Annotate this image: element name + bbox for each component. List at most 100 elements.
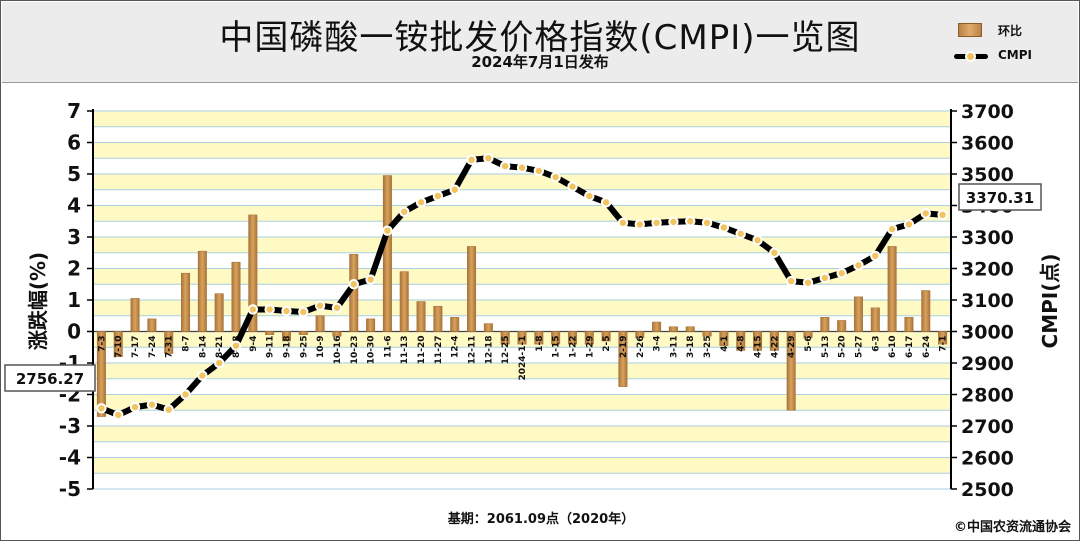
cmpi-marker bbox=[483, 153, 494, 164]
bar-mark bbox=[719, 331, 729, 346]
bar-mark bbox=[887, 246, 897, 332]
bar-mark bbox=[467, 246, 477, 332]
category-label: 10-9 bbox=[316, 336, 326, 359]
bar-mark bbox=[938, 331, 948, 345]
cmpi-marker bbox=[550, 171, 561, 183]
bar-mark bbox=[702, 331, 712, 337]
right-tick-label: 3100 bbox=[961, 290, 1014, 312]
plot-band bbox=[93, 394, 951, 411]
cmpi-marker bbox=[937, 209, 948, 221]
cmpi-marker bbox=[718, 222, 730, 233]
category-label: 7-1 bbox=[939, 336, 949, 352]
left-tick-label: 2 bbox=[67, 257, 81, 281]
category-label: 8-7 bbox=[182, 336, 192, 352]
legend-label-line: CMPI bbox=[998, 48, 1033, 62]
cmpi-marker bbox=[651, 217, 662, 229]
bar-mark bbox=[685, 326, 695, 332]
category-label: 4-15 bbox=[754, 336, 764, 359]
bar-mark bbox=[433, 305, 443, 332]
cmpi-marker bbox=[230, 340, 242, 351]
first-value-box bbox=[4, 364, 96, 392]
cmpi-marker bbox=[432, 190, 444, 202]
bar-mark bbox=[786, 331, 796, 411]
bar-mark bbox=[500, 331, 510, 345]
bar-mark bbox=[618, 331, 628, 387]
bar-mark bbox=[601, 331, 611, 342]
left-tick-label: 7 bbox=[67, 99, 81, 123]
cmpi-marker bbox=[903, 219, 915, 230]
plot-band bbox=[93, 111, 951, 127]
cmpi-marker bbox=[769, 247, 780, 258]
category-label: 4-22 bbox=[770, 336, 780, 359]
right-tick-label: 3700 bbox=[961, 101, 1014, 123]
legend-item-line: CMPI bbox=[950, 46, 1074, 66]
bar-mark bbox=[820, 317, 830, 332]
cmpi-marker bbox=[584, 190, 595, 202]
baseline-note: 基期：2061.09点（2020年） bbox=[447, 512, 635, 527]
cmpi-marker bbox=[785, 275, 797, 287]
category-label: 1-15 bbox=[552, 336, 562, 359]
category-label: 5-27 bbox=[854, 336, 864, 359]
bar-mark bbox=[753, 331, 763, 351]
bar-mark bbox=[904, 317, 914, 332]
bar-mark bbox=[534, 331, 544, 345]
plot-band bbox=[93, 237, 951, 253]
category-label: 3-25 bbox=[703, 336, 713, 359]
plot-band bbox=[93, 363, 951, 379]
category-label: 12-4 bbox=[451, 336, 461, 359]
category-label: 8-21 bbox=[215, 336, 225, 359]
cmpi-marker bbox=[466, 154, 477, 166]
cmpi-marker bbox=[331, 302, 343, 314]
cmpi-marker bbox=[399, 206, 410, 218]
marker-swatch-icon bbox=[965, 51, 976, 62]
plot-band bbox=[93, 205, 951, 222]
bar-mark bbox=[635, 331, 645, 339]
plot-band bbox=[93, 426, 951, 442]
category-label: 10-23 bbox=[350, 336, 360, 365]
cmpi-marker bbox=[113, 409, 124, 421]
right-tick-label: 3000 bbox=[961, 322, 1014, 344]
category-label: 7-3 bbox=[97, 336, 107, 352]
bar-mark bbox=[382, 175, 392, 332]
legend-label-bar: 环比 bbox=[998, 24, 1023, 38]
cmpi-marker bbox=[567, 181, 578, 192]
cmpi-marker bbox=[617, 217, 629, 229]
bar-mark bbox=[652, 321, 662, 332]
category-label: 2024-1-1 bbox=[518, 336, 528, 381]
copyright-text: ©中国农资流通协会 bbox=[953, 520, 1071, 535]
cmpi-marker bbox=[600, 197, 612, 208]
category-label: 11-6 bbox=[383, 336, 393, 359]
right-tick-label: 3200 bbox=[961, 259, 1014, 281]
cmpi-marker bbox=[533, 165, 545, 177]
category-label: 9-11 bbox=[266, 336, 276, 359]
chart-plot: 76543210-1-2-3-4-53700360035003400330032… bbox=[4, 99, 1062, 501]
cmpi-marker bbox=[752, 234, 763, 246]
category-label: 11-27 bbox=[434, 336, 444, 365]
bar-mark bbox=[668, 326, 678, 332]
cmpi-marker bbox=[668, 216, 679, 228]
category-label: 8-14 bbox=[198, 336, 208, 359]
y-axis-right-label: CMPI(点) bbox=[1038, 254, 1062, 349]
right-tick-label: 2700 bbox=[961, 416, 1014, 438]
category-label: 7-24 bbox=[148, 336, 158, 359]
category-label: 1-8 bbox=[535, 336, 545, 352]
cmpi-marker bbox=[634, 219, 645, 230]
left-tick-label: 6 bbox=[67, 131, 81, 155]
first-value-label: 2756.27 bbox=[16, 370, 84, 388]
bar-mark bbox=[551, 331, 561, 345]
bar-mark bbox=[332, 331, 342, 337]
cmpi-marker bbox=[281, 305, 292, 317]
category-label: 9-4 bbox=[249, 336, 259, 352]
chart-header: 中国磷酸一铵批发价格指数(CMPI)一览图 2024年7月1日发布 环比 CMP… bbox=[2, 2, 1078, 83]
bar-mark bbox=[164, 331, 174, 354]
category-label: 6-3 bbox=[871, 336, 881, 352]
category-label: 2-19 bbox=[619, 336, 629, 359]
cmpi-marker bbox=[836, 268, 847, 279]
category-label: 5-13 bbox=[821, 336, 831, 359]
category-label: 3-18 bbox=[686, 336, 696, 359]
category-label: 1-29 bbox=[585, 336, 595, 359]
category-label: 12-11 bbox=[468, 336, 478, 365]
category-label: 3-11 bbox=[669, 336, 679, 359]
left-tick-label: -4 bbox=[59, 446, 81, 470]
bar-mark bbox=[96, 331, 106, 417]
